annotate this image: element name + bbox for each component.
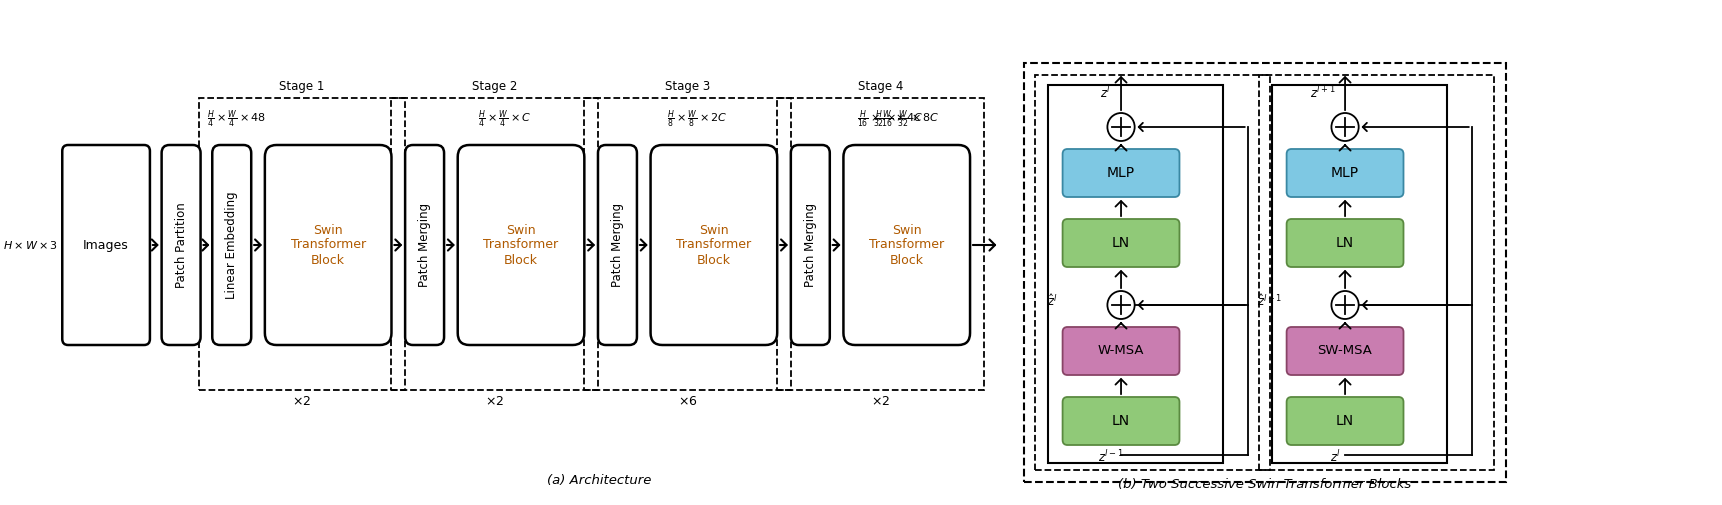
Text: Stage 1: Stage 1	[279, 80, 324, 93]
Text: $z^{l}$: $z^{l}$	[1100, 85, 1111, 101]
Text: Patch Merging: Patch Merging	[418, 203, 430, 287]
Text: $\hat{z}^{l+1}$: $\hat{z}^{l+1}$	[1257, 293, 1281, 309]
Text: Patch Merging: Patch Merging	[611, 203, 623, 287]
FancyBboxPatch shape	[844, 145, 969, 345]
Bar	[1023, 63, 1505, 482]
Bar	[584, 98, 790, 390]
Text: $z^{l-1}$: $z^{l-1}$	[1099, 449, 1124, 465]
Text: $\times 2$: $\times 2$	[293, 395, 312, 408]
Text: Swin
Transformer
Block: Swin Transformer Block	[870, 224, 944, 267]
Text: $\times 2$: $\times 2$	[871, 395, 890, 408]
FancyBboxPatch shape	[212, 145, 251, 345]
Bar	[198, 98, 405, 390]
Text: Linear Embedding: Linear Embedding	[226, 191, 238, 299]
Text: $\frac{H}{4}\times\frac{W}{4}\times 48$: $\frac{H}{4}\times\frac{W}{4}\times 48$	[207, 109, 267, 130]
Text: MLP: MLP	[1107, 166, 1135, 180]
Text: (b) Two Successive Swin Transformer Blocks: (b) Two Successive Swin Transformer Bloc…	[1118, 478, 1412, 491]
FancyBboxPatch shape	[1062, 149, 1180, 197]
FancyBboxPatch shape	[1286, 397, 1403, 445]
FancyBboxPatch shape	[1286, 327, 1403, 375]
Bar	[1259, 75, 1495, 470]
Bar	[391, 98, 598, 390]
Circle shape	[1331, 291, 1359, 319]
Bar	[1049, 85, 1223, 463]
Circle shape	[1107, 113, 1135, 141]
FancyBboxPatch shape	[1062, 327, 1180, 375]
FancyBboxPatch shape	[1286, 219, 1403, 267]
FancyBboxPatch shape	[598, 145, 637, 345]
Text: Patch Partition: Patch Partition	[174, 202, 188, 288]
Circle shape	[1107, 291, 1135, 319]
Text: $\frac{H}{4}\times\frac{W}{4}\times C$: $\frac{H}{4}\times\frac{W}{4}\times C$	[477, 109, 530, 130]
FancyBboxPatch shape	[790, 145, 830, 345]
FancyBboxPatch shape	[265, 145, 391, 345]
Text: MLP: MLP	[1331, 166, 1359, 180]
Text: $\times 6$: $\times 6$	[678, 395, 697, 408]
Circle shape	[1331, 113, 1359, 141]
Bar	[777, 98, 983, 390]
FancyBboxPatch shape	[62, 145, 150, 345]
FancyBboxPatch shape	[1062, 397, 1180, 445]
Text: Swin
Transformer
Block: Swin Transformer Block	[291, 224, 365, 267]
FancyBboxPatch shape	[458, 145, 584, 345]
Text: LN: LN	[1336, 236, 1353, 250]
Text: LN: LN	[1336, 414, 1353, 428]
FancyBboxPatch shape	[651, 145, 777, 345]
Text: (a) Architecture: (a) Architecture	[548, 474, 651, 487]
Text: $\frac{H}{32}\times\frac{W}{32}\times 8C$: $\frac{H}{32}\times\frac{W}{32}\times 8C…	[873, 109, 940, 130]
Text: LN: LN	[1112, 236, 1130, 250]
Text: $z^{l+1}$: $z^{l+1}$	[1310, 85, 1335, 101]
Text: LN: LN	[1112, 414, 1130, 428]
FancyBboxPatch shape	[1062, 219, 1180, 267]
Bar	[1273, 85, 1446, 463]
Text: SW-MSA: SW-MSA	[1317, 344, 1372, 358]
Text: Swin
Transformer
Block: Swin Transformer Block	[677, 224, 751, 267]
Text: $\frac{H}{16}\times\frac{W}{16}\times 4C$: $\frac{H}{16}\times\frac{W}{16}\times 4C…	[858, 109, 923, 130]
Text: Swin
Transformer
Block: Swin Transformer Block	[484, 224, 558, 267]
Text: Stage 4: Stage 4	[858, 80, 902, 93]
Text: $\frac{H}{8}\times\frac{W}{8}\times 2C$: $\frac{H}{8}\times\frac{W}{8}\times 2C$	[666, 109, 728, 130]
FancyBboxPatch shape	[405, 145, 444, 345]
Text: $z^{l}$: $z^{l}$	[1329, 449, 1341, 465]
FancyBboxPatch shape	[1286, 149, 1403, 197]
Text: Patch Merging: Patch Merging	[804, 203, 816, 287]
FancyBboxPatch shape	[162, 145, 200, 345]
Text: Stage 3: Stage 3	[665, 80, 709, 93]
Text: Images: Images	[83, 238, 129, 251]
Text: Stage 2: Stage 2	[472, 80, 517, 93]
Text: $H\times W\times 3$: $H\times W\times 3$	[3, 239, 57, 251]
Bar	[1035, 75, 1271, 470]
Text: W-MSA: W-MSA	[1099, 344, 1145, 358]
Text: $\times 2$: $\times 2$	[486, 395, 505, 408]
Text: $\hat{z}^l$: $\hat{z}^l$	[1047, 293, 1057, 309]
